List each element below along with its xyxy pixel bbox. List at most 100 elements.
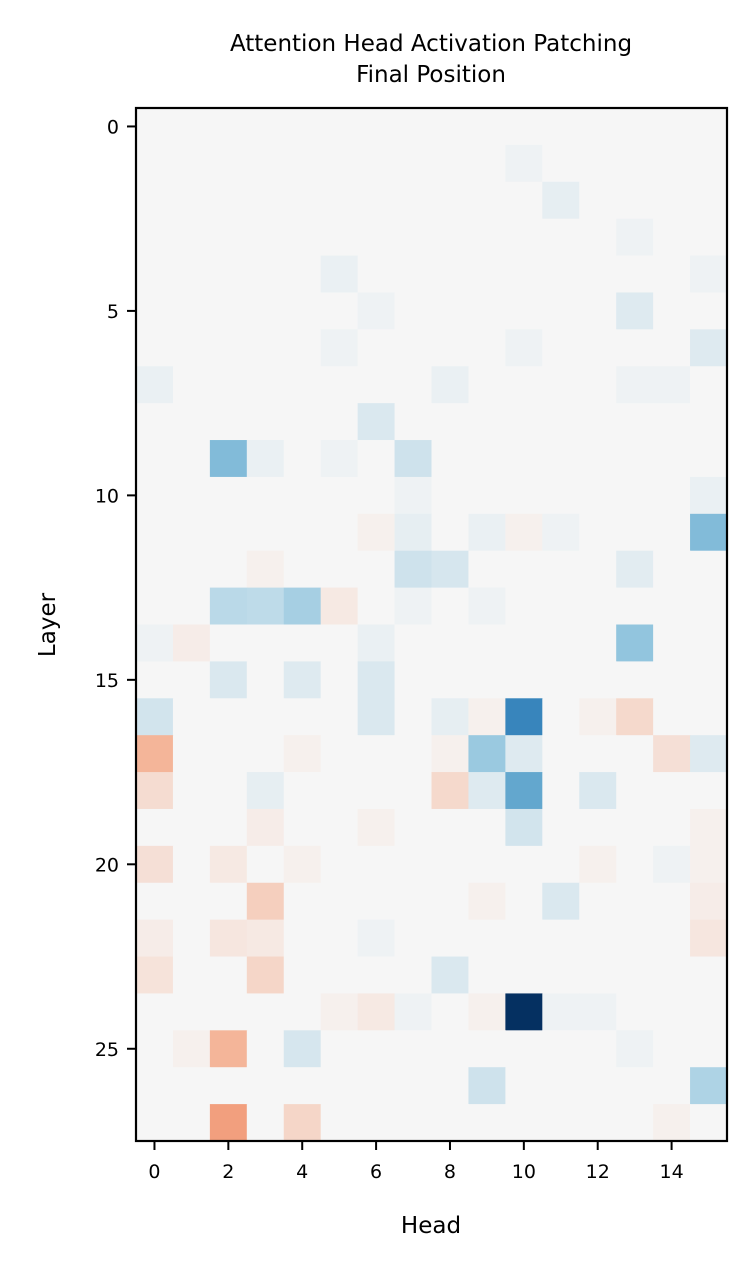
- heatmap-cell-L11-H8: [431, 513, 470, 552]
- heatmap-cell-L9-H15: [690, 440, 728, 478]
- heatmap-cell-L13-H8: [431, 587, 470, 626]
- x-tick-label-0: 0: [148, 1161, 160, 1183]
- heatmap-cell-L25-H15: [690, 1030, 728, 1068]
- heatmap-cell-L16-H14: [653, 698, 691, 736]
- heatmap-cell-L20-H1: [172, 845, 211, 884]
- heatmap-cell-L17-H9: [468, 735, 506, 773]
- heatmap-cell-L21-H3: [246, 882, 285, 921]
- heatmap-cell-L23-H1: [172, 956, 211, 995]
- heatmap-cell-L10-H13: [616, 476, 654, 515]
- heatmap-cell-L24-H11: [542, 993, 580, 1031]
- heatmap-cell-L18-H14: [653, 772, 691, 810]
- heatmap-cell-L5-H3: [246, 292, 285, 330]
- heatmap-cell-L10-H9: [468, 476, 506, 515]
- heatmap-cell-L14-H13: [616, 624, 654, 662]
- heatmap-cell-L10-H3: [246, 476, 285, 515]
- heatmap-cell-L3-H8: [431, 218, 470, 257]
- heatmap-cell-L20-H10: [505, 845, 543, 884]
- y-tick-label-15: 15: [95, 670, 119, 692]
- heatmap-cell-L12-H13: [616, 550, 654, 589]
- heatmap-cell-L13-H9: [468, 587, 506, 626]
- heatmap-cell-L14-H0: [136, 624, 174, 662]
- y-tick-label-10: 10: [95, 485, 119, 507]
- heatmap-cell-L9-H1: [172, 440, 211, 478]
- heatmap-cell-L12-H8: [431, 550, 470, 589]
- heatmap-cell-L4-H6: [357, 255, 396, 294]
- y-tick-label-25: 25: [95, 1039, 119, 1061]
- heatmap-cell-L0-H7: [394, 108, 433, 146]
- heatmap-cell-L8-H11: [542, 403, 580, 441]
- heatmap-cell-L3-H13: [616, 218, 654, 257]
- heatmap-cell-L4-H5: [320, 255, 359, 294]
- heatmap-cell-L19-H8: [431, 808, 470, 847]
- heatmap-cell-L15-H2: [209, 661, 248, 699]
- heatmap-cell-L9-H10: [505, 440, 543, 478]
- heatmap-cell-L6-H15: [690, 329, 728, 367]
- heatmap-cell-L25-H2: [209, 1030, 248, 1068]
- heatmap-cell-L17-H3: [246, 735, 285, 773]
- heatmap-cell-L12-H4: [283, 550, 322, 589]
- heatmap-cell-L21-H11: [542, 882, 580, 921]
- heatmap-cell-L3-H5: [320, 218, 359, 257]
- heatmap-cell-L15-H3: [246, 661, 285, 699]
- heatmap-cell-L10-H2: [209, 476, 248, 515]
- heatmap-cell-L8-H10: [505, 403, 543, 441]
- heatmap-cell-L27-H14: [653, 1104, 691, 1142]
- heatmap-cell-L19-H5: [320, 808, 359, 847]
- heatmap-cell-L17-H5: [320, 735, 359, 773]
- heatmap-cell-L14-H9: [468, 624, 506, 662]
- heatmap-cell-L13-H6: [357, 587, 396, 626]
- heatmap-cell-L15-H9: [468, 661, 506, 699]
- heatmap-cell-L11-H12: [579, 513, 617, 552]
- heatmap-cell-L8-H13: [616, 403, 654, 441]
- heatmap-cell-L3-H15: [690, 218, 728, 257]
- heatmap-cell-L25-H9: [468, 1030, 506, 1068]
- heatmap-cell-L3-H14: [653, 218, 691, 257]
- heatmap-cell-L5-H13: [616, 292, 654, 330]
- heatmap-cell-L27-H9: [468, 1104, 506, 1142]
- heatmap-cell-L16-H6: [357, 698, 396, 736]
- heatmap-cell-L24-H2: [209, 993, 248, 1031]
- heatmap-cell-L21-H13: [616, 882, 654, 921]
- heatmap-cell-L12-H14: [653, 550, 691, 589]
- heatmap-cell-L9-H6: [357, 440, 396, 478]
- heatmap-cell-L26-H10: [505, 1067, 543, 1105]
- heatmap-cell-L3-H12: [579, 218, 617, 257]
- heatmap-cell-L2-H8: [431, 181, 470, 220]
- heatmap-cell-L22-H7: [394, 919, 433, 958]
- heatmap-cell-L21-H5: [320, 882, 359, 921]
- heatmap-cell-L1-H0: [136, 144, 174, 183]
- heatmap-cell-L20-H7: [394, 845, 433, 884]
- heatmap-cell-L16-H11: [542, 698, 580, 736]
- heatmap-cell-L10-H7: [394, 476, 433, 515]
- heatmap-cell-L20-H2: [209, 845, 248, 884]
- heatmap-cell-L2-H5: [320, 181, 359, 220]
- heatmap-cell-L16-H15: [690, 698, 728, 736]
- heatmap-cell-L7-H6: [357, 366, 396, 404]
- heatmap-cell-L17-H7: [394, 735, 433, 773]
- x-tick-label-12: 12: [586, 1161, 610, 1183]
- heatmap-cell-L8-H9: [468, 403, 506, 441]
- heatmap-cell-L5-H1: [172, 292, 211, 330]
- heatmap-cell-L19-H3: [246, 808, 285, 847]
- heatmap-cell-L11-H4: [283, 513, 322, 552]
- heatmap-cell-L4-H15: [690, 255, 728, 294]
- heatmap-cell-L2-H14: [653, 181, 691, 220]
- heatmap-cell-L17-H12: [579, 735, 617, 773]
- heatmap-cell-L1-H6: [357, 144, 396, 183]
- heatmap-cell-L15-H10: [505, 661, 543, 699]
- heatmap-cell-L27-H11: [542, 1104, 580, 1142]
- heatmap-cell-L23-H12: [579, 956, 617, 995]
- heatmap-cell-L24-H9: [468, 993, 506, 1031]
- y-tick-label-0: 0: [107, 116, 119, 138]
- heatmap-cell-L11-H6: [357, 513, 396, 552]
- heatmap-cell-L19-H7: [394, 808, 433, 847]
- heatmap-cell-L17-H6: [357, 735, 396, 773]
- heatmap-cell-L11-H11: [542, 513, 580, 552]
- heatmap-cell-L1-H9: [468, 144, 506, 183]
- chart-title: Attention Head Activation Patching: [230, 31, 632, 57]
- heatmap-cell-L12-H3: [246, 550, 285, 589]
- heatmap-cell-L4-H7: [394, 255, 433, 294]
- heatmap-cell-L1-H4: [283, 144, 322, 183]
- x-tick-label-14: 14: [660, 1161, 684, 1183]
